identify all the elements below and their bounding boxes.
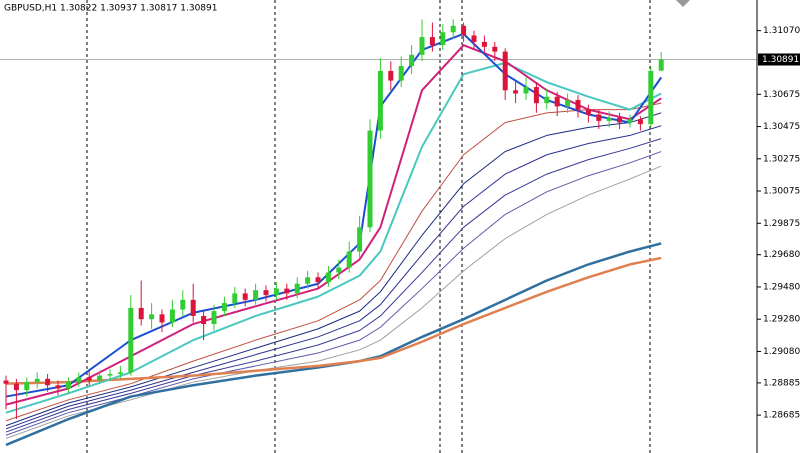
indicator-line	[5, 125, 662, 430]
indicator-lines	[0, 32, 757, 447]
candle-body	[367, 130, 373, 228]
candle-body	[471, 35, 477, 42]
candle-body	[3, 380, 9, 384]
candle-body	[128, 307, 134, 373]
indicator-line	[5, 138, 662, 433]
y-tick-label: 1.29280	[763, 315, 800, 325]
candle-body	[232, 293, 238, 304]
candle-body	[429, 37, 435, 46]
candle-body	[242, 293, 248, 300]
indicator-line	[5, 102, 662, 422]
candle-body	[533, 87, 539, 104]
candle-body	[76, 377, 82, 383]
candle-body	[575, 99, 581, 110]
y-tick-label: 1.29080	[763, 347, 800, 357]
indicator-line	[5, 256, 662, 385]
candle-body	[180, 299, 186, 310]
candle-body	[305, 277, 311, 284]
candle-body	[492, 46, 498, 52]
candle-body	[13, 383, 19, 391]
candle-body	[169, 309, 175, 323]
candle-body	[138, 307, 144, 320]
candle-body	[461, 25, 467, 36]
candle-body	[253, 290, 259, 300]
candle-body	[86, 377, 92, 381]
candle-body	[502, 51, 508, 91]
indicator-line	[5, 112, 662, 427]
candle-body	[55, 385, 61, 389]
candle-body	[617, 117, 623, 123]
candle-body	[419, 37, 425, 55]
candle-body	[211, 311, 217, 325]
candle-body	[65, 382, 71, 389]
candle-body	[513, 90, 519, 94]
candle-body	[565, 99, 571, 107]
candle-body	[606, 117, 612, 121]
candle-body	[596, 114, 602, 121]
y-tick-label: 1.30475	[763, 122, 800, 132]
candle-body	[409, 54, 415, 67]
candle-body	[554, 96, 560, 107]
candle-body	[346, 251, 352, 268]
candle-body	[201, 315, 207, 325]
candle-body	[388, 70, 394, 81]
y-tick-label: 1.31070	[763, 26, 800, 36]
candle-body	[149, 314, 155, 320]
candle-body	[637, 119, 643, 125]
candle-body	[34, 378, 40, 383]
candle-body	[284, 288, 290, 294]
candle-body	[450, 25, 456, 33]
y-tick-label: 1.28885	[763, 378, 800, 388]
candle-body	[325, 272, 331, 283]
candle-body	[97, 375, 103, 381]
candle-body	[440, 32, 446, 46]
candle-body	[398, 66, 404, 81]
candle-body	[315, 277, 321, 283]
chart-title: GBPUSD,H1 1.30822 1.30937 1.30817 1.3089…	[4, 4, 217, 14]
candle-body	[263, 290, 269, 296]
y-tick-label: 1.29680	[763, 250, 800, 260]
candle-body	[117, 372, 123, 375]
candles	[3, 19, 664, 420]
candle-body	[658, 59, 664, 71]
candle-body	[294, 283, 300, 294]
candle-body	[273, 288, 279, 296]
indicator-line	[5, 242, 662, 447]
y-tick-label: 1.30275	[763, 154, 800, 164]
y-tick-label: 1.30675	[763, 90, 800, 100]
candle-body	[159, 314, 165, 323]
candle-body	[377, 70, 383, 131]
indicator-line	[5, 151, 662, 436]
candle-body	[648, 70, 654, 125]
candle-body	[357, 227, 363, 252]
current-price-label: 1.30891	[762, 55, 799, 65]
candle-body	[190, 299, 196, 316]
candle-body	[544, 96, 550, 104]
candle-body	[221, 303, 227, 312]
candle-body	[627, 119, 633, 123]
y-tick-label: 1.29875	[763, 219, 800, 229]
candle-body	[107, 374, 113, 376]
candle-body	[585, 109, 591, 115]
y-tick-label: 1.28685	[763, 411, 800, 421]
price-axis: 1.31070 1.30675 1.30475 1.30275 1.30075 1.298…	[756, 0, 800, 453]
y-tick-label: 1.30075	[763, 187, 800, 197]
candle-body	[523, 87, 529, 94]
candle-body	[336, 267, 342, 273]
current-price-box	[758, 53, 800, 66]
y-tick-label: 1.29480	[763, 282, 800, 292]
candle-body	[24, 382, 30, 391]
candle-body	[481, 41, 487, 47]
candle-body	[45, 378, 51, 386]
indicator-line	[5, 44, 662, 406]
scroll-indicator	[676, 0, 690, 7]
indicator-line	[5, 61, 662, 414]
